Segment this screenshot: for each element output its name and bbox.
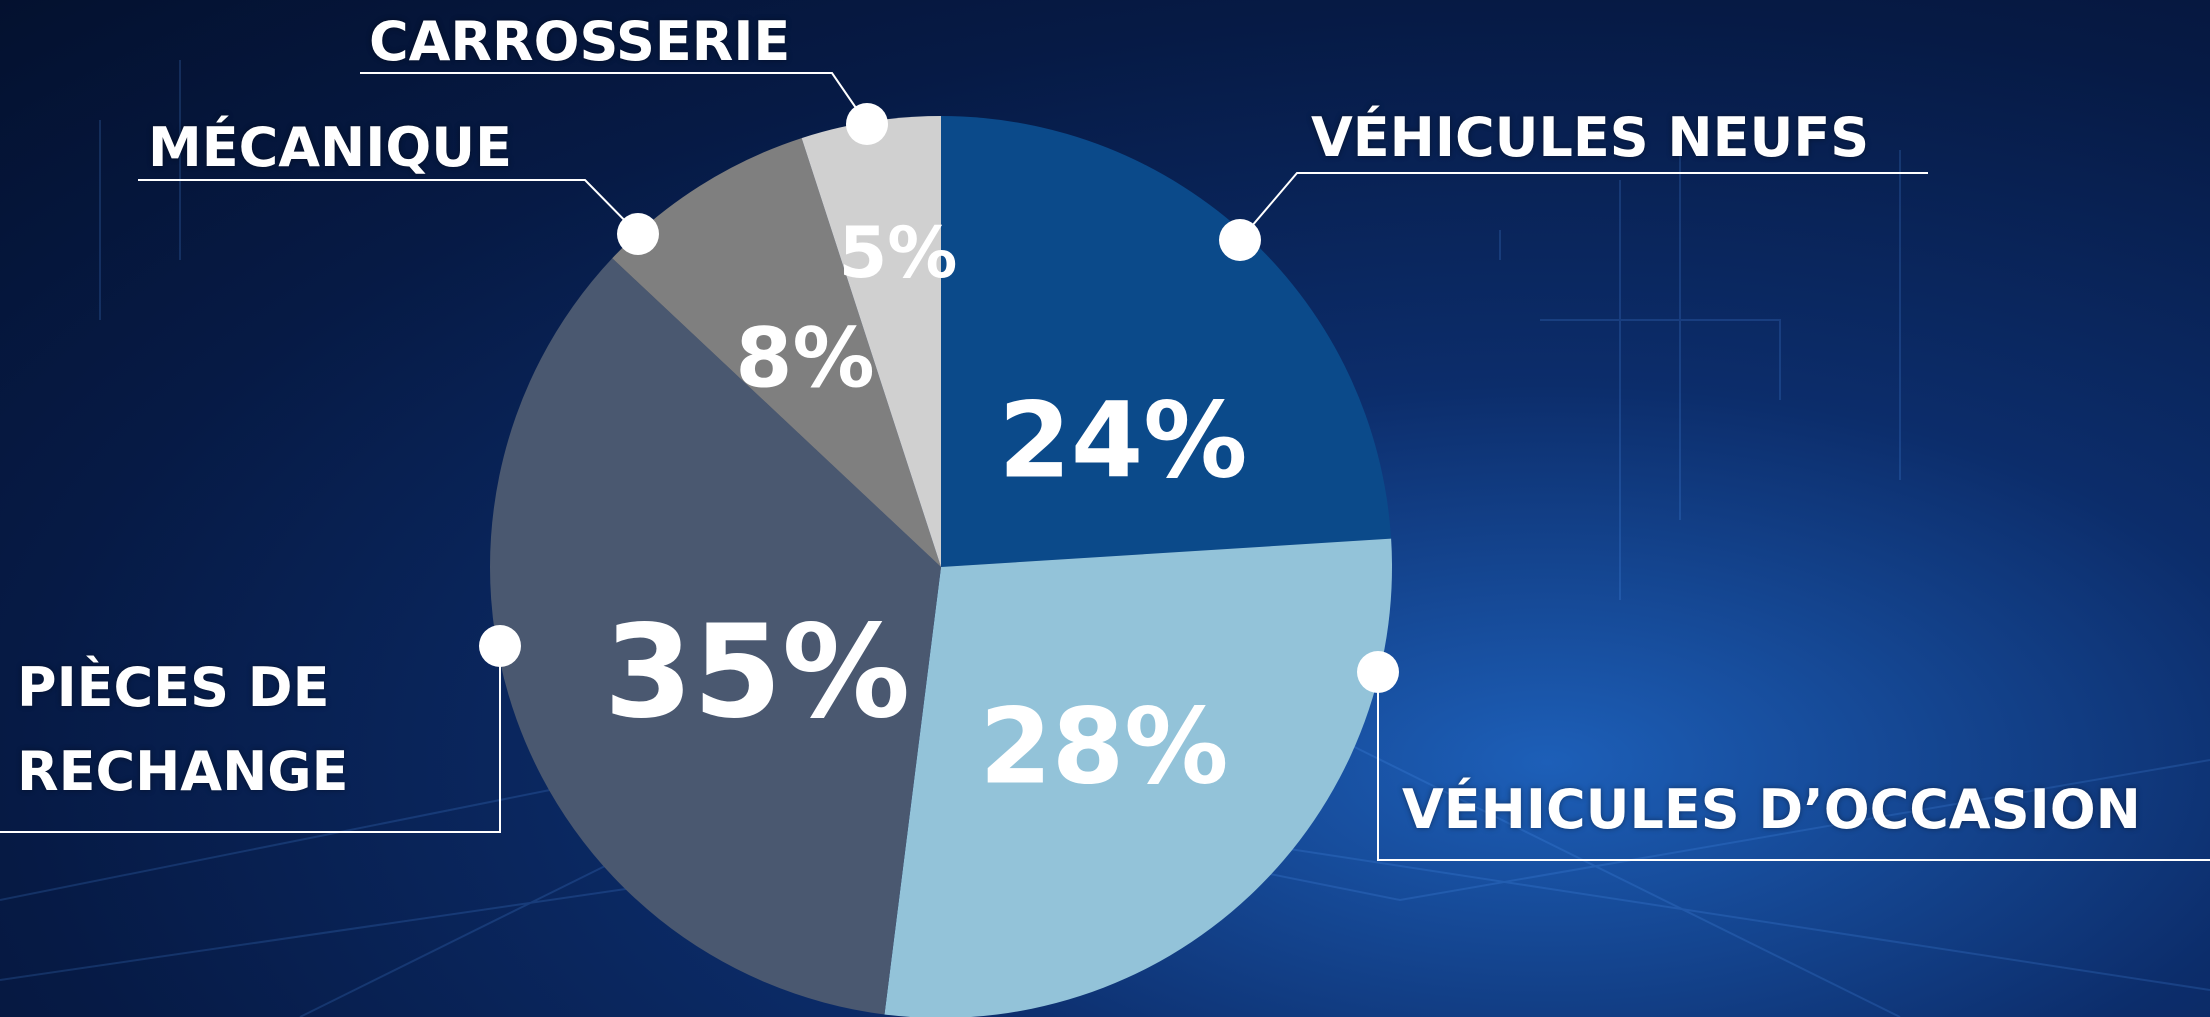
leader-dot: [1357, 651, 1399, 693]
value-label: 5%: [839, 212, 958, 294]
leader-dot: [617, 213, 659, 255]
category-label: MÉCANIQUE: [148, 106, 512, 190]
chart: 24% 28% 35% 8% 5% VÉHICULES NEUFS VÉHICULES …: [0, 0, 2210, 1017]
value-label: 24%: [999, 379, 1248, 501]
value-label: 28%: [980, 685, 1229, 807]
category-label: PIÈCES DE RECHANGE: [17, 646, 397, 814]
category-label: VÉHICULES D’OCCASION: [1402, 768, 2141, 852]
category-label: CARROSSERIE: [369, 0, 790, 84]
value-label: 35%: [604, 598, 910, 747]
leader-dot: [479, 625, 521, 667]
value-label: 8%: [735, 311, 874, 406]
leader-dot: [846, 103, 888, 145]
leader-line: [1240, 173, 1928, 240]
category-label: VÉHICULES NEUFS: [1311, 96, 1869, 180]
leader-dot: [1219, 219, 1261, 261]
